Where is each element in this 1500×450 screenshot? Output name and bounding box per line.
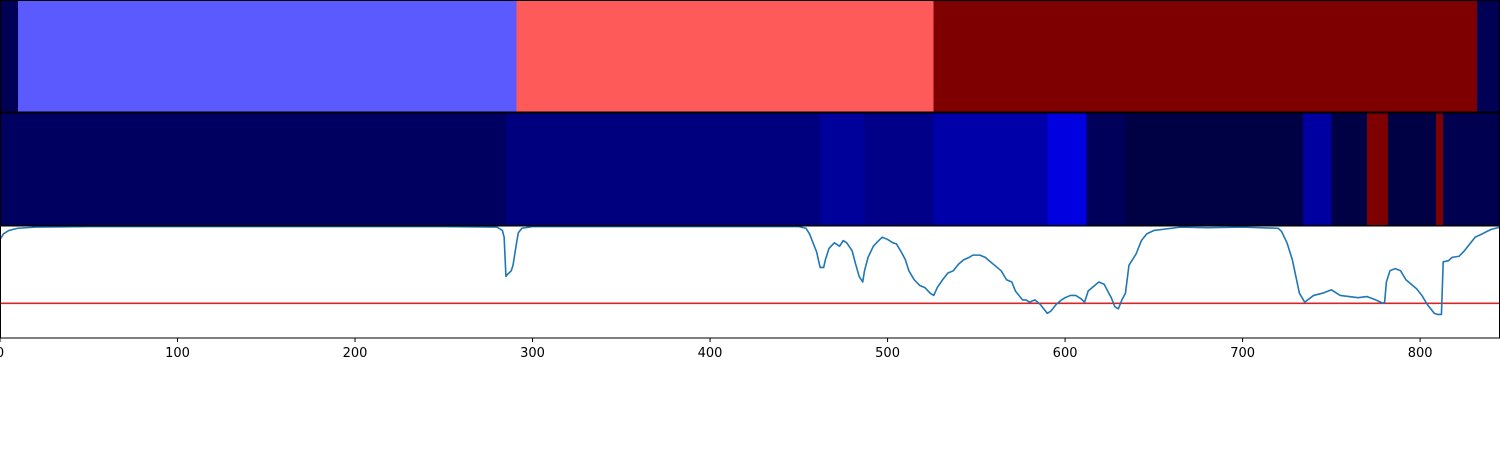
score-line xyxy=(0,225,1500,316)
heatmap-cell xyxy=(17,0,518,112)
heatmap-cell xyxy=(933,113,1048,226)
heatmap-cell xyxy=(505,113,821,226)
x-axis: 0 100 200 300 400 500 600 700 800 xyxy=(0,338,1433,361)
heatmap-cell xyxy=(933,0,1478,112)
x-tick-label: 500 xyxy=(875,346,900,361)
heatmap-cell xyxy=(820,113,865,226)
x-tick-label: 100 xyxy=(165,346,190,361)
heatmap-cell xyxy=(0,0,19,112)
heatmap-cell xyxy=(1436,113,1444,226)
x-tick-label: 200 xyxy=(343,346,368,361)
heatmap-cell xyxy=(1125,113,1304,226)
x-tick-label: 600 xyxy=(1053,346,1078,361)
heatmap-cell xyxy=(1086,113,1126,226)
heatmap-cell xyxy=(516,0,935,112)
x-tick-label: 700 xyxy=(1230,346,1255,361)
heatmap-cell xyxy=(864,113,935,226)
heatmap-cell xyxy=(1366,113,1389,226)
heatmap-cell xyxy=(1047,113,1087,226)
x-tick-label: 0 xyxy=(0,346,4,361)
heatmap-cell xyxy=(0,113,507,226)
heatmap-cell xyxy=(1388,113,1437,226)
heatmap-cell xyxy=(1302,113,1332,226)
x-tick-label: 800 xyxy=(1408,346,1433,361)
heatmap-cell xyxy=(1331,113,1368,226)
heatmap-cell xyxy=(1443,113,1500,226)
x-tick-label: 300 xyxy=(520,346,545,361)
heatmap-cell xyxy=(1476,0,1500,112)
x-tick-label: 400 xyxy=(698,346,723,361)
middle-heatmap-strip xyxy=(0,112,1500,226)
top-heatmap-strip xyxy=(0,0,1500,113)
line-plot: 0 100 200 300 400 500 600 700 800 xyxy=(0,225,1500,361)
